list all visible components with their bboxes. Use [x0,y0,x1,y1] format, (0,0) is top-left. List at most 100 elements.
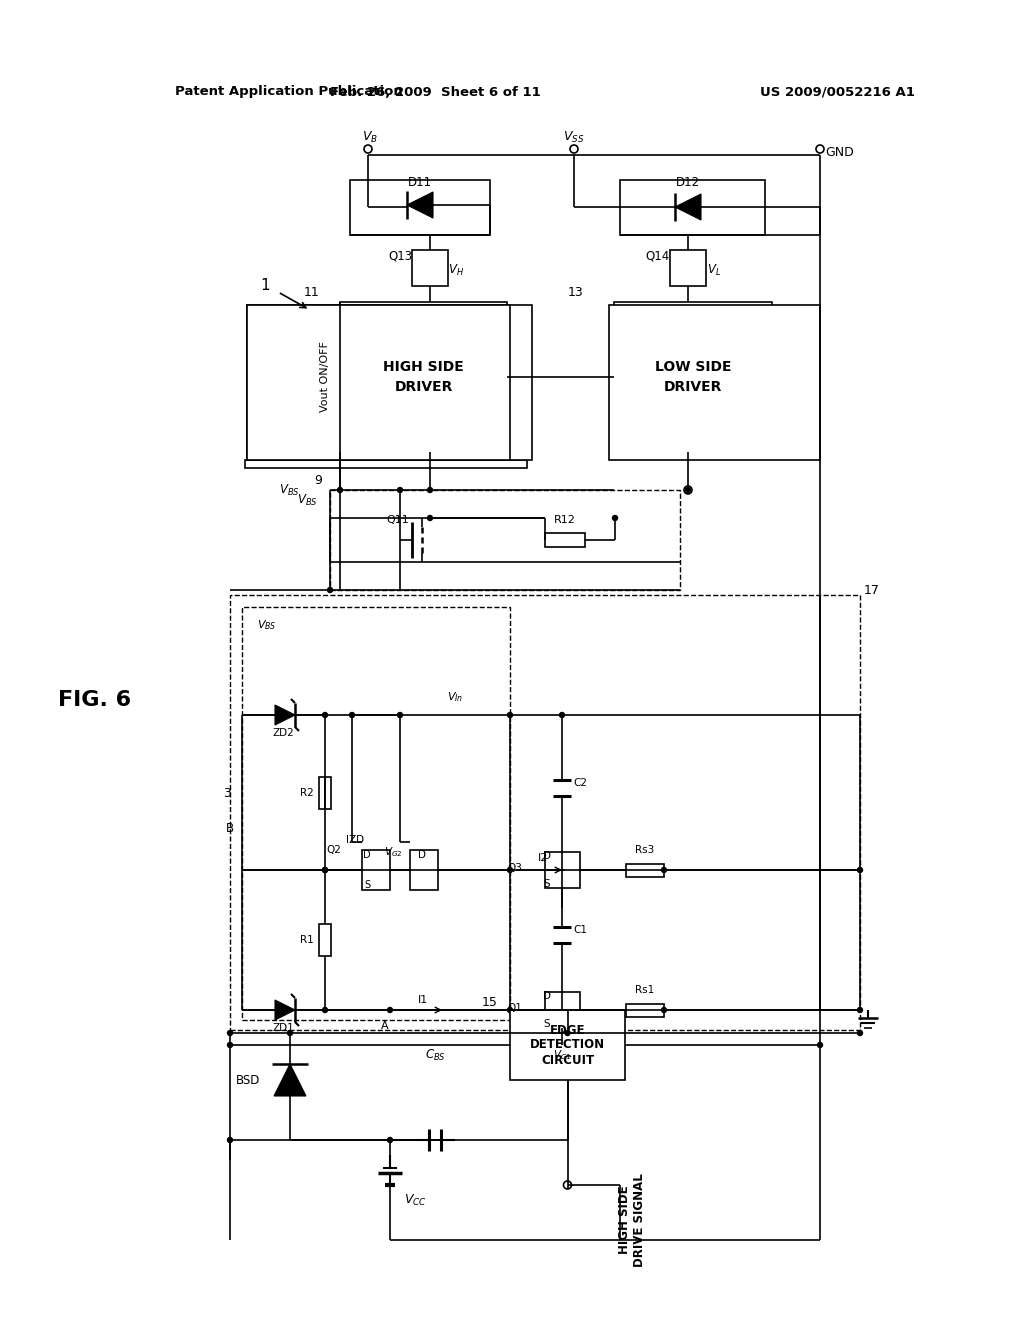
Text: ZD2: ZD2 [272,729,294,738]
Text: Q3: Q3 [508,863,522,873]
Bar [670,249,706,286]
Circle shape [323,1007,328,1012]
Bar [609,305,820,459]
Text: HIGH SIDE: HIGH SIDE [383,360,464,374]
Text: Feb. 26, 2009  Sheet 6 of 11: Feb. 26, 2009 Sheet 6 of 11 [330,86,541,99]
Bar [340,302,507,451]
Circle shape [338,487,342,492]
Bar [626,1003,664,1016]
Bar [545,851,580,888]
Polygon shape [274,1064,306,1096]
Circle shape [328,587,333,593]
Circle shape [565,1031,570,1035]
Text: B: B [226,822,234,836]
Text: I1: I1 [418,995,428,1005]
Text: ZD1: ZD1 [272,1023,294,1034]
Text: 11: 11 [304,285,319,298]
Text: D12: D12 [676,176,700,189]
Text: A: A [381,1020,389,1031]
Circle shape [397,713,402,718]
Bar [242,607,510,1020]
Text: $V_H$: $V_H$ [447,263,464,277]
Circle shape [323,713,328,718]
Text: $V_L$: $V_L$ [707,263,721,277]
Text: D: D [418,850,426,861]
Text: $V_{G1}$: $V_{G1}$ [553,1048,571,1061]
Circle shape [288,1031,293,1035]
Text: $V_{BS}$: $V_{BS}$ [280,482,300,498]
Text: R2: R2 [300,788,314,797]
Text: $V_{SS}$: $V_{SS}$ [563,129,585,145]
Bar [362,850,390,890]
Circle shape [857,867,862,873]
Text: Q2: Q2 [327,845,341,855]
Bar [319,776,331,808]
Text: 17: 17 [864,583,880,597]
Bar [350,180,490,235]
Circle shape [662,867,667,873]
Text: Vout ON/OFF: Vout ON/OFF [319,342,330,412]
Text: 3: 3 [223,787,231,800]
Bar [247,305,510,459]
Circle shape [387,1007,392,1012]
Text: S: S [544,1019,550,1030]
Text: $V_{BS}$: $V_{BS}$ [257,618,276,632]
Text: $V_{In}$: $V_{In}$ [446,690,463,704]
Text: $V_{BS}$: $V_{BS}$ [297,492,318,508]
Text: D: D [543,991,551,1001]
Circle shape [508,713,512,718]
Bar [330,490,680,590]
Text: US 2009/0052216 A1: US 2009/0052216 A1 [760,86,914,99]
Text: R1: R1 [300,935,314,945]
Text: Q1: Q1 [508,1003,522,1012]
Text: 13: 13 [568,285,584,298]
Text: LOW SIDE: LOW SIDE [654,360,731,374]
Circle shape [427,487,432,492]
Text: 9: 9 [314,474,322,487]
Text: $V_B$: $V_B$ [362,129,378,145]
Text: D: D [543,851,551,861]
Circle shape [427,516,432,520]
Circle shape [684,486,692,494]
Circle shape [227,1138,232,1143]
Text: $C_{BS}$: $C_{BS}$ [425,1048,445,1063]
Circle shape [349,713,354,718]
Bar [230,595,860,1030]
Text: DETECTION: DETECTION [530,1039,605,1052]
Circle shape [397,487,402,492]
Bar [319,924,331,956]
Text: 15: 15 [482,995,498,1008]
Circle shape [387,1138,392,1143]
Circle shape [323,867,328,873]
Text: D11: D11 [408,176,432,189]
Circle shape [816,145,824,153]
Circle shape [662,1007,667,1012]
Polygon shape [275,1001,295,1020]
Circle shape [685,487,690,492]
Circle shape [323,867,328,873]
Circle shape [364,145,372,153]
Text: FIG. 6: FIG. 6 [58,690,131,710]
Circle shape [570,145,578,153]
Text: HIGH SIDE
DRIVE SIGNAL: HIGH SIDE DRIVE SIGNAL [618,1173,646,1267]
Circle shape [227,1031,232,1035]
Polygon shape [675,194,701,220]
Text: S: S [544,879,550,888]
Text: GND: GND [825,147,854,160]
Bar [620,180,765,235]
Circle shape [559,713,564,718]
Text: BSD: BSD [236,1073,260,1086]
Bar [510,1010,625,1080]
Bar [545,993,580,1028]
Circle shape [227,1043,232,1048]
Text: Patent Application Publication: Patent Application Publication [175,86,402,99]
Text: Rs3: Rs3 [635,845,654,855]
Text: Q13: Q13 [388,249,412,263]
Circle shape [563,1181,571,1189]
Text: EDGE: EDGE [550,1023,586,1036]
Text: S: S [364,880,370,890]
Circle shape [857,1007,862,1012]
Text: 1: 1 [260,277,269,293]
Polygon shape [275,705,295,725]
Bar [245,459,527,469]
